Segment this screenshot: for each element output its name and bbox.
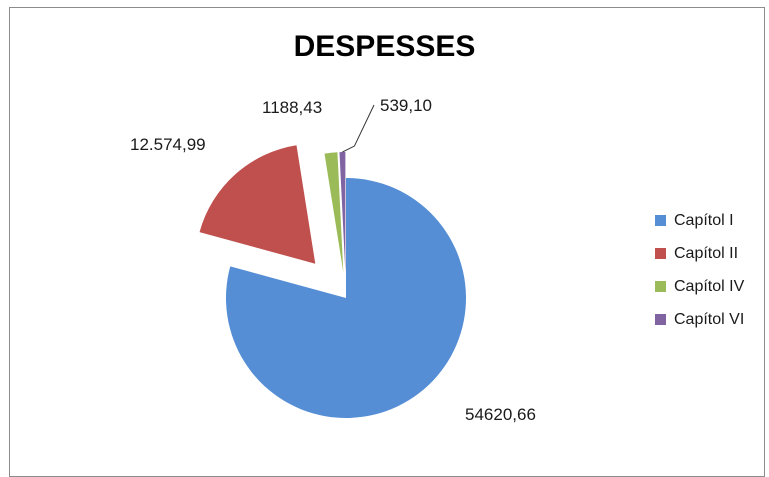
legend-label: Capítol I <box>674 211 734 229</box>
data-label-4: 539,10 <box>380 96 432 115</box>
legend-item-capitol-ii: Capítol II <box>655 237 744 270</box>
legend-label: Capítol II <box>674 244 739 262</box>
legend-swatch <box>655 314 666 325</box>
data-label-2: 12.574,99 <box>130 135 206 154</box>
pie-chart: 54620,66 12.574,99 1188,43 539,10 <box>130 96 536 424</box>
legend-swatch <box>655 215 666 226</box>
chart-title: DESPESSES <box>293 30 476 63</box>
legend-item-capitol-vi: Capítol VI <box>655 303 744 336</box>
leader-line <box>342 104 375 153</box>
legend-swatch <box>655 248 666 259</box>
chart-legend: Capítol I Capítol II Capítol IV Capítol … <box>655 204 744 336</box>
pie-slice-2 <box>199 145 316 264</box>
legend-item-capitol-iv: Capítol IV <box>655 270 744 303</box>
legend-swatch <box>655 281 666 292</box>
legend-label: Capítol VI <box>674 310 745 328</box>
pie-slice-4 <box>339 152 346 273</box>
pie-slice-1 <box>226 178 467 418</box>
data-label-1: 54620,66 <box>465 405 536 424</box>
legend-label: Capítol IV <box>674 277 745 295</box>
legend-item-capitol-i: Capítol I <box>655 204 744 237</box>
pie-slice-3 <box>324 152 344 273</box>
data-label-3: 1188,43 <box>262 98 322 117</box>
